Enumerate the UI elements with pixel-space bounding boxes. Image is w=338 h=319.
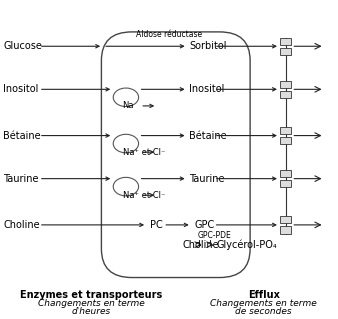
Text: d'heures: d'heures bbox=[72, 308, 111, 316]
Ellipse shape bbox=[113, 177, 139, 196]
Text: GPC-PDE: GPC-PDE bbox=[198, 231, 232, 240]
Text: Choline: Choline bbox=[3, 220, 40, 230]
Bar bbox=[280, 137, 291, 144]
Text: Efflux: Efflux bbox=[248, 290, 280, 300]
Text: de secondes: de secondes bbox=[235, 308, 292, 316]
Text: Choline: Choline bbox=[183, 240, 219, 250]
Text: Inositol: Inositol bbox=[189, 84, 225, 94]
Text: Glucose: Glucose bbox=[3, 41, 42, 51]
Bar bbox=[280, 170, 291, 177]
Text: Taurine: Taurine bbox=[3, 174, 39, 184]
Bar bbox=[280, 216, 291, 223]
Text: Na: Na bbox=[122, 101, 134, 110]
Bar bbox=[280, 180, 291, 187]
Bar bbox=[280, 81, 291, 88]
Ellipse shape bbox=[113, 88, 139, 107]
Bar bbox=[280, 226, 291, 234]
Text: Sorbitol: Sorbitol bbox=[189, 41, 227, 51]
Bar bbox=[280, 91, 291, 98]
Text: Enzymes et transporteurs: Enzymes et transporteurs bbox=[20, 290, 162, 300]
Text: Aldose réductase: Aldose réductase bbox=[136, 30, 202, 39]
Ellipse shape bbox=[113, 134, 139, 153]
Text: Bétaine: Bétaine bbox=[189, 130, 227, 141]
Bar bbox=[280, 127, 291, 134]
Text: Inositol: Inositol bbox=[3, 84, 39, 94]
Text: Taurine: Taurine bbox=[189, 174, 225, 184]
Text: Bétaine: Bétaine bbox=[3, 130, 41, 141]
Text: Na⁺ et Cl⁻: Na⁺ et Cl⁻ bbox=[122, 148, 165, 157]
Text: Changements en terme: Changements en terme bbox=[38, 299, 145, 308]
Bar bbox=[280, 38, 291, 45]
Text: GPC: GPC bbox=[194, 220, 215, 230]
Text: Glycérol-PO₄: Glycérol-PO₄ bbox=[216, 240, 277, 250]
Text: PC: PC bbox=[150, 220, 163, 230]
Text: Na⁺ et Cl⁻: Na⁺ et Cl⁻ bbox=[122, 191, 165, 200]
Text: Changements en terme: Changements en terme bbox=[210, 299, 317, 308]
Bar bbox=[280, 48, 291, 55]
